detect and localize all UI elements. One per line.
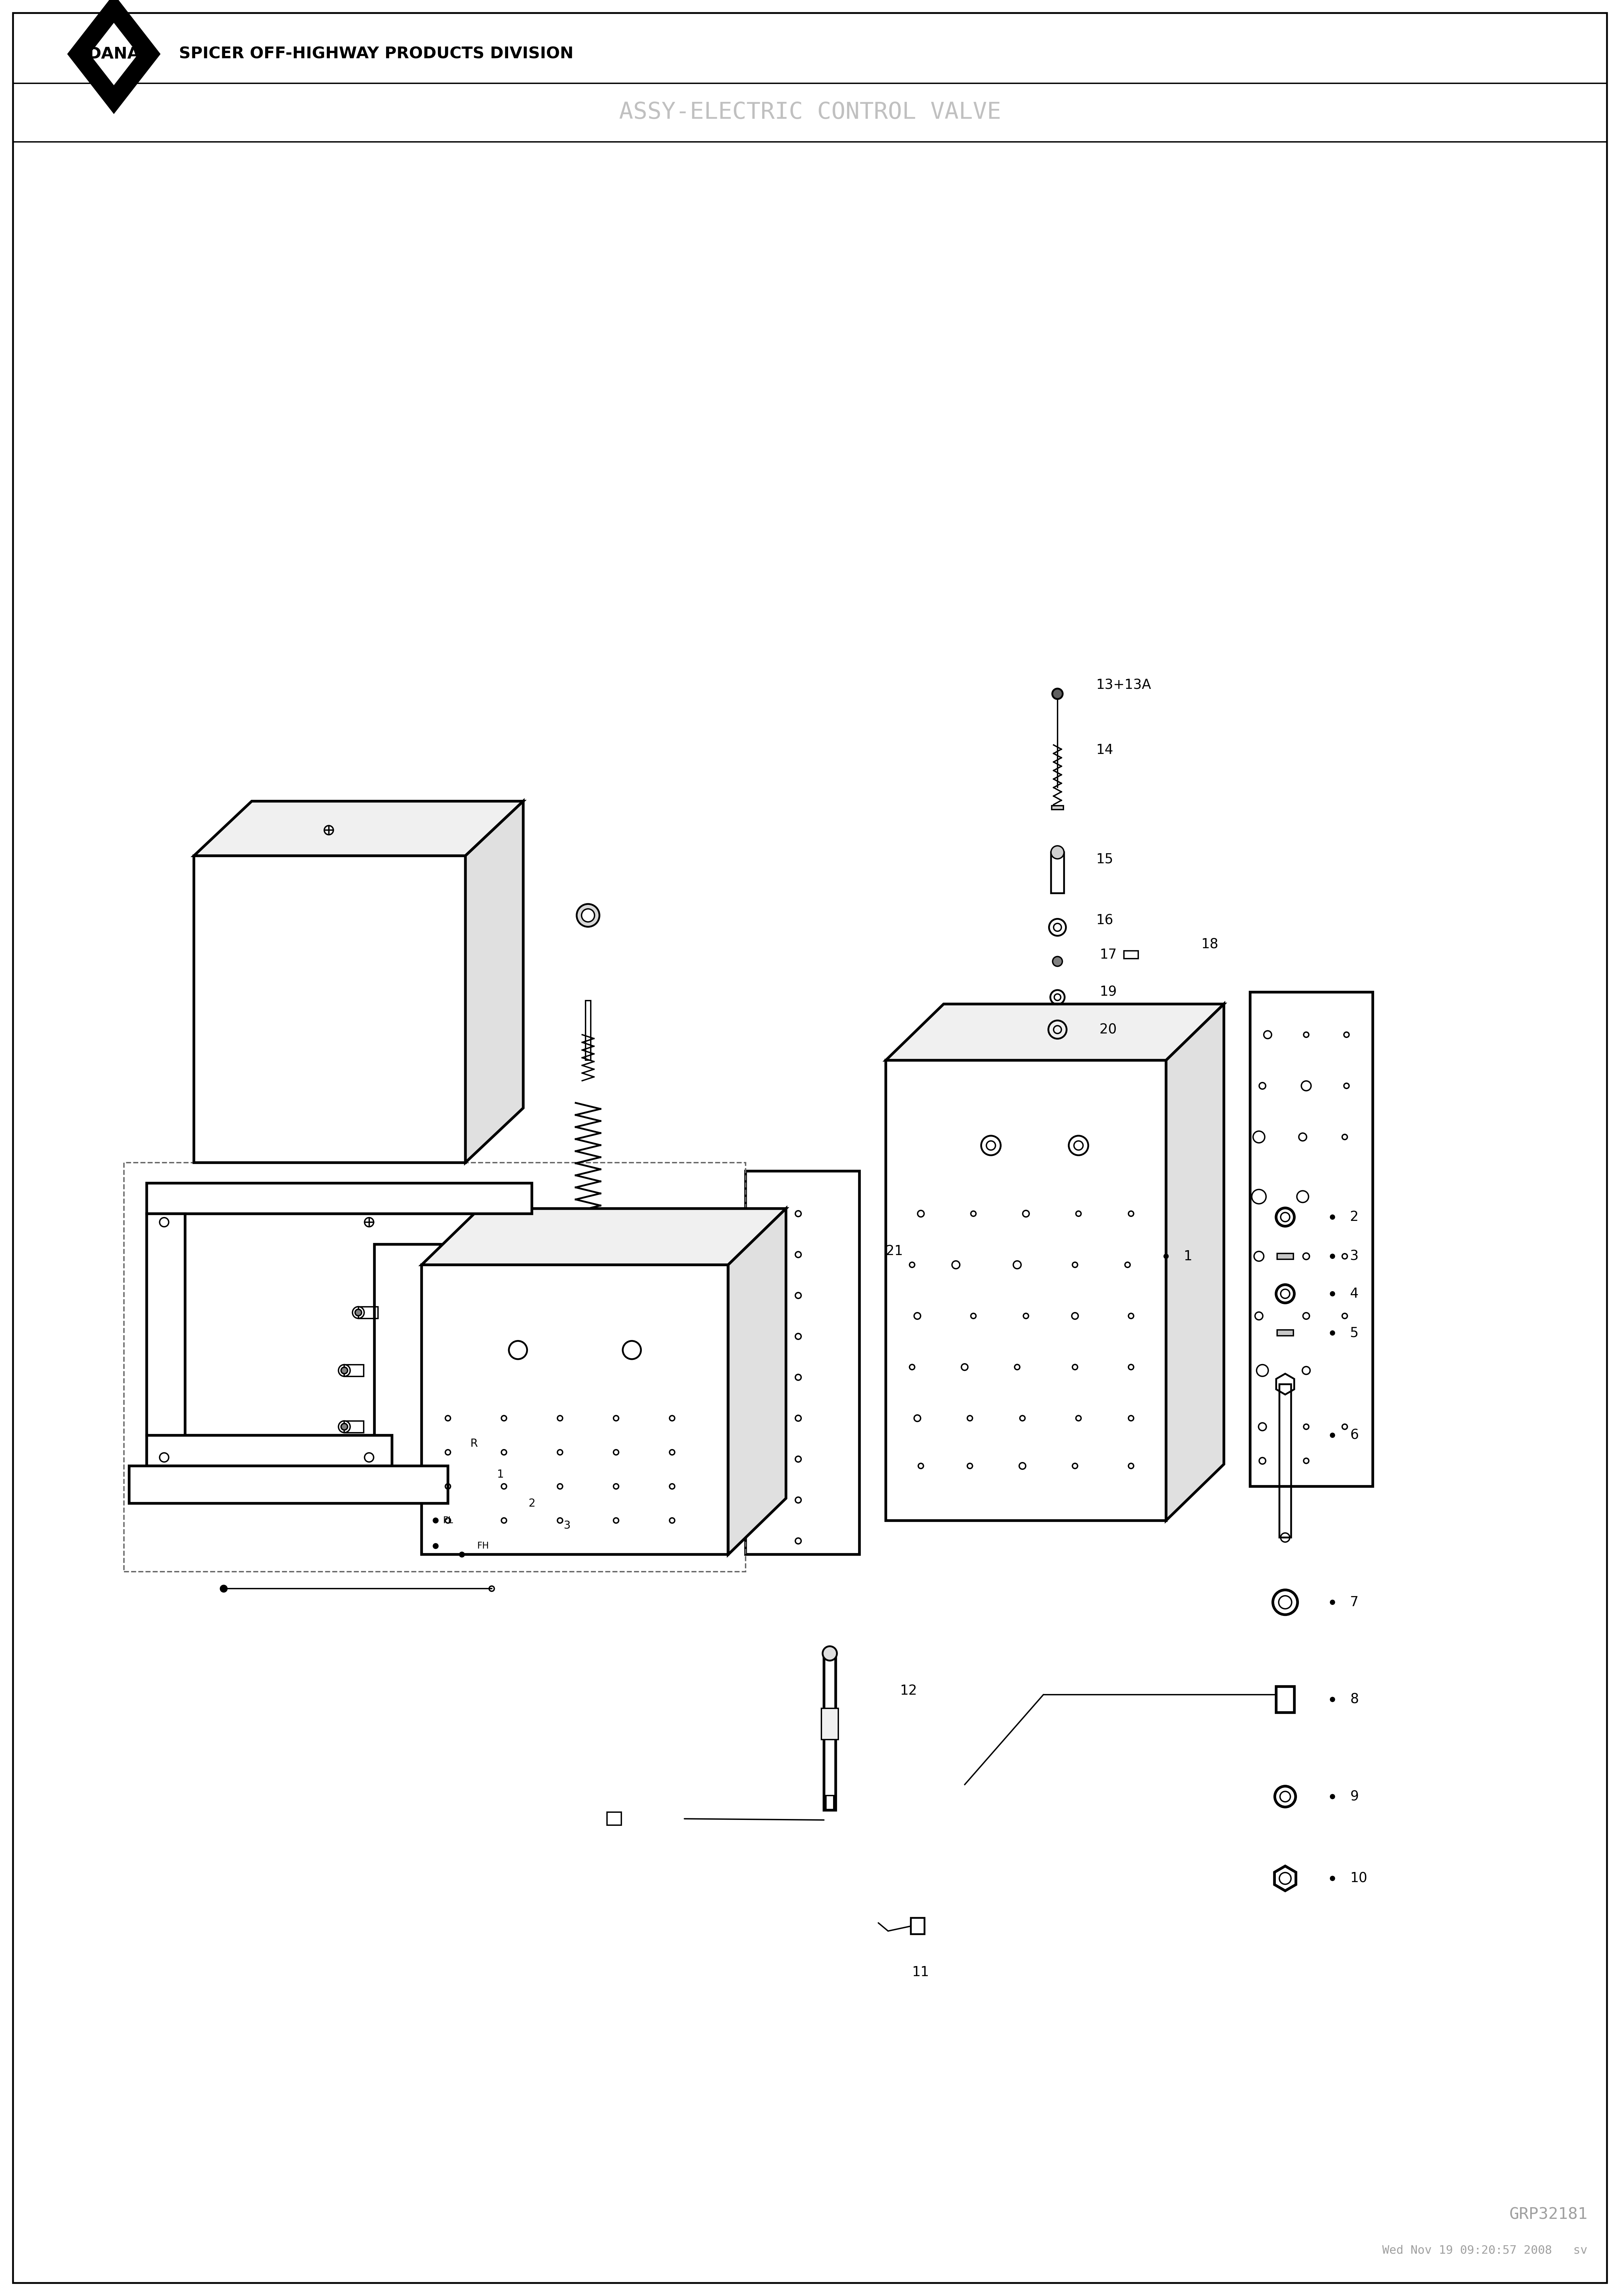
Bar bbox=[1124, 951, 1139, 957]
Polygon shape bbox=[421, 1265, 727, 1554]
Circle shape bbox=[1053, 689, 1063, 698]
Circle shape bbox=[1330, 1697, 1335, 1701]
Bar bbox=[345, 1421, 364, 1433]
Circle shape bbox=[460, 1552, 465, 1557]
Circle shape bbox=[1051, 845, 1064, 859]
Circle shape bbox=[823, 1646, 838, 1660]
Bar bbox=[1280, 1384, 1291, 1538]
Bar bbox=[825, 1653, 836, 1809]
Bar bbox=[358, 1306, 377, 1318]
Text: FH: FH bbox=[476, 1541, 489, 1550]
Text: 18: 18 bbox=[1200, 937, 1218, 951]
Polygon shape bbox=[910, 1917, 925, 1933]
Polygon shape bbox=[68, 0, 159, 113]
Circle shape bbox=[1330, 1600, 1335, 1605]
Polygon shape bbox=[130, 1465, 447, 1504]
Text: 20: 20 bbox=[1100, 1022, 1116, 1035]
Polygon shape bbox=[194, 856, 465, 1162]
Bar bbox=[608, 1812, 622, 1825]
Text: 2: 2 bbox=[1349, 1210, 1359, 1224]
Text: R: R bbox=[470, 1437, 478, 1449]
Text: 12: 12 bbox=[899, 1683, 917, 1697]
Bar bbox=[821, 1708, 838, 1740]
Circle shape bbox=[582, 909, 595, 923]
Polygon shape bbox=[1275, 1867, 1296, 1892]
Circle shape bbox=[434, 1543, 437, 1548]
Text: 1: 1 bbox=[497, 1469, 504, 1481]
Circle shape bbox=[1053, 957, 1063, 967]
Bar bbox=[585, 1001, 591, 1061]
Text: 6: 6 bbox=[1349, 1428, 1359, 1442]
Text: 15: 15 bbox=[1097, 852, 1113, 866]
Polygon shape bbox=[886, 1003, 1223, 1061]
Circle shape bbox=[1330, 1332, 1335, 1334]
Text: 19: 19 bbox=[1100, 985, 1116, 999]
Bar bbox=[123, 1162, 745, 1570]
Text: 17: 17 bbox=[1100, 948, 1116, 962]
Circle shape bbox=[1330, 1254, 1335, 1258]
Polygon shape bbox=[727, 1208, 786, 1554]
Bar bbox=[826, 1795, 834, 1809]
Text: ASSY-ELECTRIC CONTROL VALVE: ASSY-ELECTRIC CONTROL VALVE bbox=[619, 101, 1001, 124]
Text: 3: 3 bbox=[564, 1520, 570, 1531]
Text: 16: 16 bbox=[1097, 914, 1113, 928]
Polygon shape bbox=[886, 1061, 1166, 1520]
Bar bbox=[1277, 1688, 1294, 1713]
Circle shape bbox=[1330, 1433, 1335, 1437]
Text: 13+13A: 13+13A bbox=[1097, 677, 1152, 691]
Circle shape bbox=[1330, 1293, 1335, 1295]
Circle shape bbox=[355, 1309, 361, 1316]
Circle shape bbox=[1330, 1795, 1335, 1798]
Circle shape bbox=[342, 1424, 348, 1430]
Polygon shape bbox=[465, 801, 523, 1162]
Circle shape bbox=[220, 1587, 227, 1591]
Text: DANA: DANA bbox=[87, 46, 139, 62]
Polygon shape bbox=[1251, 992, 1372, 1486]
Circle shape bbox=[1165, 1254, 1168, 1258]
Circle shape bbox=[342, 1366, 348, 1373]
Text: 3: 3 bbox=[1349, 1249, 1359, 1263]
Polygon shape bbox=[1277, 1373, 1294, 1394]
Circle shape bbox=[577, 905, 599, 928]
Polygon shape bbox=[147, 1215, 185, 1465]
Bar bbox=[1051, 852, 1064, 893]
Text: 5: 5 bbox=[1349, 1327, 1359, 1341]
Circle shape bbox=[434, 1518, 437, 1522]
Bar bbox=[1277, 1329, 1293, 1336]
Polygon shape bbox=[421, 1208, 786, 1265]
Text: 21: 21 bbox=[886, 1244, 902, 1258]
Circle shape bbox=[1330, 1876, 1335, 1880]
Polygon shape bbox=[147, 1435, 392, 1465]
Text: SPICER OFF-HIGHWAY PRODUCTS DIVISION: SPICER OFF-HIGHWAY PRODUCTS DIVISION bbox=[178, 46, 573, 62]
Text: 1: 1 bbox=[1184, 1249, 1192, 1263]
Text: 7: 7 bbox=[1349, 1596, 1359, 1609]
Text: 2: 2 bbox=[528, 1497, 536, 1508]
Text: 14: 14 bbox=[1097, 744, 1113, 758]
Bar bbox=[1277, 1254, 1293, 1258]
Bar bbox=[1051, 806, 1063, 810]
Text: 10: 10 bbox=[1349, 1871, 1367, 1885]
Circle shape bbox=[1330, 1215, 1335, 1219]
Text: 9: 9 bbox=[1349, 1791, 1359, 1802]
Text: GRP32181: GRP32181 bbox=[1510, 2206, 1588, 2223]
Text: 4: 4 bbox=[1349, 1288, 1359, 1300]
Text: 11: 11 bbox=[912, 1965, 930, 1979]
Bar bbox=[345, 1364, 364, 1375]
Text: Wed Nov 19 09:20:57 2008   sv: Wed Nov 19 09:20:57 2008 sv bbox=[1382, 2245, 1588, 2257]
Text: 8: 8 bbox=[1349, 1692, 1359, 1706]
Polygon shape bbox=[91, 23, 138, 85]
Text: FL: FL bbox=[442, 1515, 454, 1525]
Polygon shape bbox=[194, 801, 523, 856]
Polygon shape bbox=[1166, 1003, 1223, 1520]
Polygon shape bbox=[745, 1171, 860, 1554]
Polygon shape bbox=[147, 1182, 531, 1215]
Polygon shape bbox=[147, 1215, 531, 1435]
